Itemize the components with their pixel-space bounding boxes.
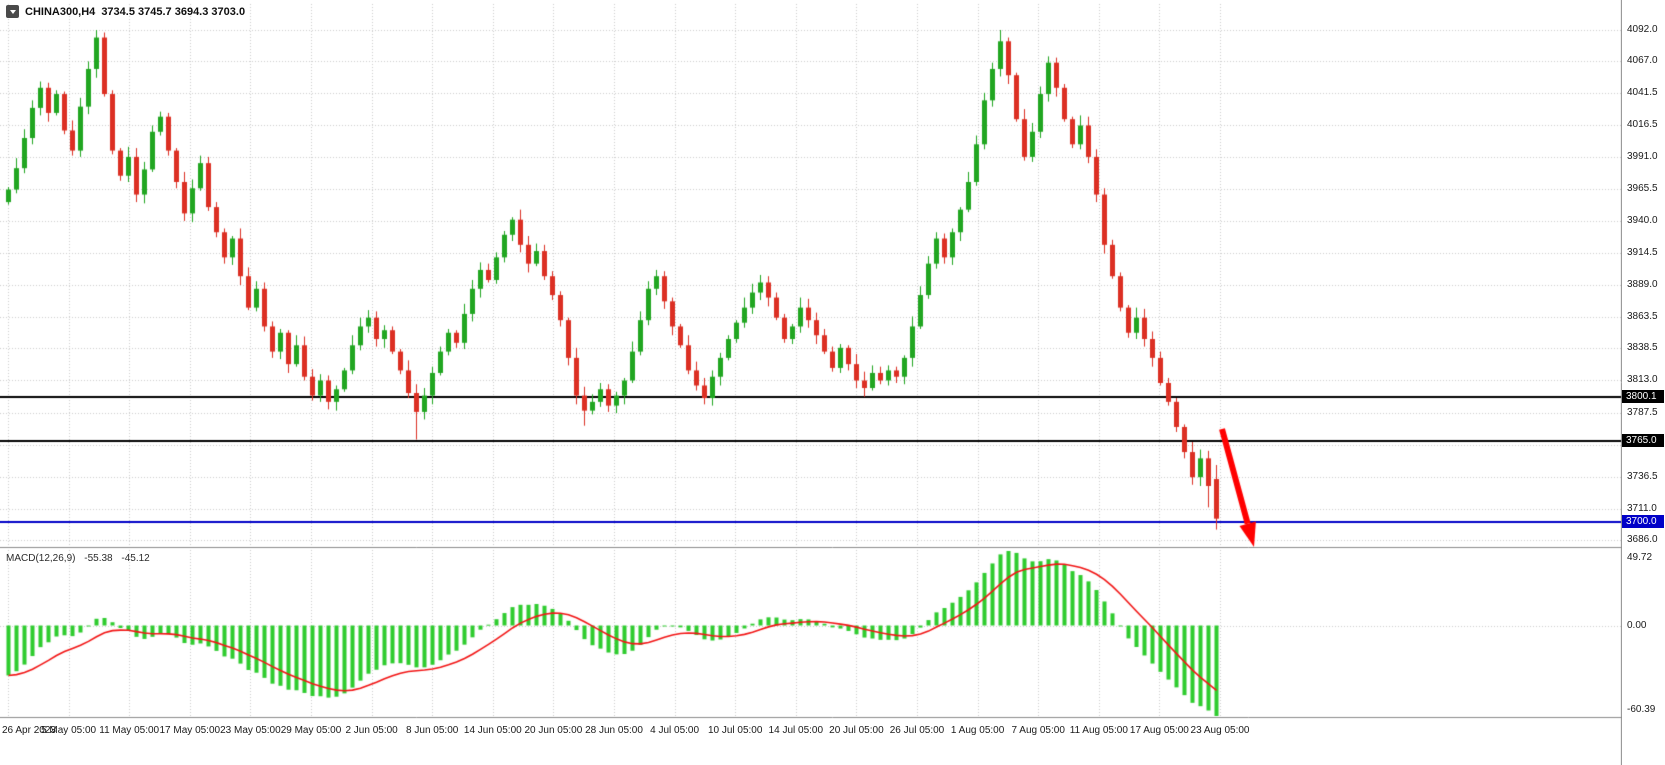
one-click-trading-icon[interactable] <box>6 5 19 18</box>
symbol-bar: CHINA300,H4 3734.5 3745.7 3694.3 3703.0 <box>6 5 245 18</box>
price-level-badge: 3700.0 <box>1622 515 1664 529</box>
price-tick-label: 3787.5 <box>1627 406 1658 418</box>
time-tick-label: 29 May 05:00 <box>280 725 342 736</box>
price-tick-label: 3838.5 <box>1627 342 1658 354</box>
price-tick-label: 4016.5 <box>1627 118 1658 130</box>
macd-indicator-name: MACD(12,26,9) <box>6 553 76 564</box>
time-tick-label: 5 May 05:00 <box>41 725 97 736</box>
time-tick-label: 14 Jul 05:00 <box>768 725 824 736</box>
macd-pane-label: MACD(12,26,9) -55.38 -45.12 <box>6 553 156 564</box>
price-level-badge: 3800.1 <box>1622 389 1664 403</box>
time-tick-label: 7 Aug 05:00 <box>1011 725 1065 736</box>
macd-scale-label: -60.39 <box>1627 704 1656 715</box>
macd-scale-label: 49.72 <box>1627 552 1653 563</box>
time-tick-label: 20 Jul 05:00 <box>829 725 884 736</box>
price-tick-label: 3711.0 <box>1627 502 1657 514</box>
time-tick-label: 17 May 05:00 <box>159 725 221 736</box>
price-tick-label: 3736.5 <box>1627 470 1658 482</box>
time-axis[interactable]: 26 Apr 2023 5 May 05:00 11 May 05:00 17 May… <box>0 723 1620 741</box>
price-tick-label: 3813.0 <box>1627 374 1658 386</box>
time-tick-label: 10 Jul 05:00 <box>707 725 763 736</box>
time-tick-label: 2 Jun 05:00 <box>345 725 398 736</box>
time-tick-label: 1 Aug 05:00 <box>950 725 1005 736</box>
price-tick-label: 3914.5 <box>1627 246 1658 258</box>
time-tick-label: 28 Jun 05:00 <box>585 725 643 736</box>
price-tick-label: 3940.0 <box>1627 214 1658 226</box>
time-tick-label: 14 Jun 05:00 <box>463 725 522 736</box>
price-axis[interactable]: 4092.0 4067.0 4041.5 4016.5 3991.0 3965.5 3940… <box>1622 0 1665 765</box>
triangle-down-icon <box>9 9 16 14</box>
time-tick-label: 23 May 05:00 <box>220 725 281 736</box>
price-level-badge: 3765.0 <box>1622 433 1664 447</box>
macd-signal-value: -45.12 <box>121 553 150 564</box>
time-tick-label: 20 Jun 05:00 <box>524 725 583 736</box>
price-tick-label: 3991.0 <box>1627 150 1658 162</box>
price-tick-label: 3965.5 <box>1627 182 1658 194</box>
price-tick-label: 4092.0 <box>1627 24 1658 35</box>
time-tick-label: 17 Aug 05:00 <box>1129 725 1189 736</box>
price-tick-label: 4041.5 <box>1627 87 1658 99</box>
time-tick-label: 8 Jun 05:00 <box>406 725 459 736</box>
time-tick-label: 11 Aug 05:00 <box>1069 725 1128 736</box>
time-tick-label: 11 May 05:00 <box>99 725 160 736</box>
price-tick-label: 3863.5 <box>1627 311 1658 323</box>
macd-main-value: -55.38 <box>84 553 113 564</box>
symbol-title: CHINA300,H4 <box>25 5 96 18</box>
time-tick-label: 26 Apr 2023 <box>2 725 56 736</box>
macd-scale-label: 0.00 <box>1627 619 1647 631</box>
price-tick-label: 3686.0 <box>1627 534 1658 546</box>
symbol-ohlc: 3734.5 3745.7 3694.3 3703.0 <box>101 5 246 18</box>
time-tick-label: 4 Jul 05:00 <box>650 725 700 736</box>
price-tick-label: 3889.0 <box>1627 279 1658 290</box>
time-tick-label: 23 Aug 05:00 <box>1190 725 1250 736</box>
price-tick-label: 4067.0 <box>1627 55 1658 67</box>
time-tick-label: 26 Jul 05:00 <box>889 725 945 736</box>
